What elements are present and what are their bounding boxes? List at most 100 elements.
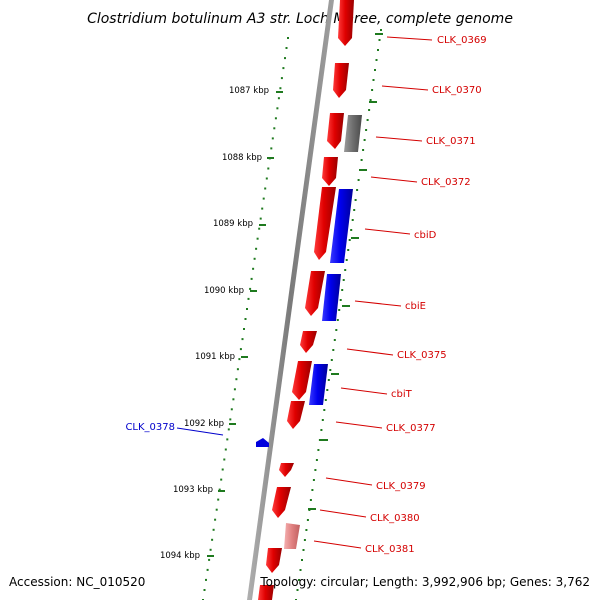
ruler-dot (296, 589, 299, 591)
ruler-dot (246, 308, 248, 310)
ruler-dot (220, 478, 223, 481)
connector-cbiE (354, 300, 402, 307)
ruler-dot (380, 29, 382, 31)
gene-labels: CLK_0369 CLK_0370 CLK_0371 CLK_0372 cbiD… (365, 35, 487, 555)
ruler-dot (353, 209, 356, 211)
ruler-dot (336, 319, 339, 321)
ruler-dot (270, 147, 273, 150)
ruler-dot (215, 508, 218, 511)
kbp-tick-label: 1090 kbp (204, 286, 244, 296)
ruler-dot (258, 227, 261, 230)
ruler-dot (274, 117, 277, 120)
gene-CLK_0369[interactable] (338, 0, 354, 46)
gene-label[interactable]: CLK_0375 (397, 350, 447, 361)
ruler-dot (332, 349, 335, 351)
gene-label[interactable]: CLK_0381 (365, 544, 415, 555)
ruler-dot (341, 289, 344, 291)
ruler-dot (374, 69, 376, 71)
gene-cbiT-blue[interactable] (309, 364, 328, 405)
gene-label[interactable]: CLK_0379 (376, 481, 426, 492)
connector-CLK_0378 (176, 427, 224, 436)
connector-CLK_0380 (319, 509, 367, 518)
gene-cbiE-blue[interactable] (322, 274, 341, 321)
ruler-dot (238, 358, 241, 361)
gene-cbiD[interactable] (314, 187, 336, 260)
gene-CLK_0370[interactable] (333, 63, 349, 98)
ruler-dot (330, 359, 333, 361)
ruler-dot (306, 519, 309, 521)
ruler-dot (309, 499, 312, 501)
ruler-dot (357, 179, 360, 181)
gene-CLK_0379[interactable] (279, 463, 294, 477)
gene-CLK_0377[interactable] (287, 401, 305, 429)
gene-label-reverse[interactable]: CLK_0378 (125, 422, 175, 433)
gene-label[interactable]: cbiD (414, 230, 437, 241)
gene-label[interactable]: CLK_0377 (386, 423, 436, 434)
gene-label[interactable]: CLK_0371 (426, 136, 476, 147)
gene-CLK_0381-pink[interactable] (284, 523, 300, 549)
ruler-dot (333, 339, 336, 341)
ruler-dot (327, 379, 330, 381)
gene-label[interactable]: cbiT (391, 389, 413, 400)
ruler-dot (230, 408, 233, 411)
ruler-dot (305, 529, 308, 531)
connector-cbiT (340, 387, 388, 395)
gene-label[interactable]: CLK_0370 (432, 85, 482, 96)
ruler-dot (284, 57, 286, 60)
ruler-dot (377, 49, 379, 51)
gene-CLK_0380[interactable] (272, 487, 291, 518)
accession-text: Accession: NC_010520 (9, 575, 145, 589)
gene-CLK_0381-red[interactable] (266, 548, 282, 573)
gene-CLK_0375[interactable] (300, 331, 317, 353)
ruler-dot (221, 468, 224, 471)
kbp-tick-label: 1091 kbp (195, 352, 235, 362)
gene-label-connectors (176, 36, 433, 549)
connector-CLK_0370 (381, 85, 429, 91)
ruler-dot (235, 378, 238, 381)
gene-label[interactable]: CLK_0372 (421, 177, 471, 188)
ruler-dot (321, 419, 324, 421)
ruler-dot (223, 458, 226, 461)
gene-bottom-red[interactable] (258, 585, 274, 600)
gene-cbiE[interactable] (305, 271, 325, 316)
gene-cbiD-blue[interactable] (330, 189, 353, 263)
ruler-dot (356, 189, 359, 191)
ruler-dot (276, 107, 279, 110)
ruler-dot (227, 428, 230, 431)
ruler-dot (299, 569, 302, 571)
gene-CLK_0371-gray[interactable] (344, 115, 362, 152)
genome-backbone (247, 0, 334, 600)
ruler-dot (365, 129, 368, 131)
ruler-dot (208, 558, 211, 561)
gene-label[interactable]: CLK_0380 (370, 513, 420, 524)
gene-cbiT[interactable] (292, 361, 312, 400)
ruler-dot (366, 119, 369, 121)
gene-CLK_0378[interactable] (256, 438, 269, 447)
kbp-tick-label: 1087 kbp (229, 86, 269, 96)
ruler-dot (273, 127, 276, 130)
ruler-dot (338, 309, 341, 311)
ruler-dot (256, 237, 259, 240)
gene-label[interactable]: cbiE (405, 301, 426, 312)
gene-label[interactable]: CLK_0369 (437, 35, 487, 46)
connector-cbiD (364, 228, 411, 235)
ruler-dot (287, 37, 289, 39)
connector-CLK_0369 (386, 36, 433, 41)
ruler-dot (241, 338, 244, 341)
ruler-dot (315, 459, 318, 461)
gene-CLK_0372[interactable] (322, 157, 338, 186)
ruler-dot (348, 239, 351, 241)
ruler-dot (317, 449, 320, 451)
ruler-dot (214, 518, 217, 521)
ruler-dot (363, 139, 366, 141)
ruler-dot (362, 149, 365, 151)
ruler-dot (372, 79, 375, 81)
ruler-dot (211, 538, 214, 541)
ruler-dot (301, 559, 303, 561)
ruler-dot (259, 217, 262, 220)
ruler-dot (264, 187, 267, 190)
map-title: Clostridium botulinum A3 str. Loch Maree… (87, 11, 513, 27)
gene-CLK_0371[interactable] (327, 113, 344, 149)
connector-CLK_0371 (375, 136, 423, 142)
